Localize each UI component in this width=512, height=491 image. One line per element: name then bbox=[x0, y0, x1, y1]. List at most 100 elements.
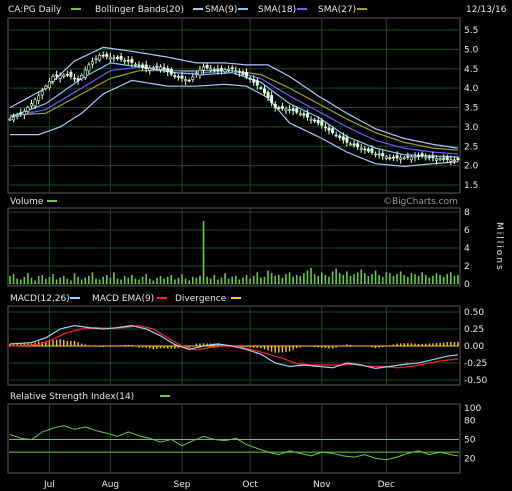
candle-body bbox=[363, 148, 367, 151]
candle-body bbox=[159, 66, 163, 70]
rsi-legend-swatch bbox=[160, 395, 170, 397]
candle-body bbox=[402, 157, 406, 160]
candle-body bbox=[166, 68, 170, 72]
candle-body bbox=[442, 157, 446, 160]
volume-bar bbox=[392, 275, 395, 284]
volume-bar bbox=[313, 274, 316, 284]
volume-bar bbox=[442, 276, 445, 284]
candle-body bbox=[180, 75, 184, 79]
volume-bar bbox=[378, 275, 380, 284]
volume-bars bbox=[9, 221, 459, 284]
volume-bar bbox=[435, 273, 438, 284]
volume-bar bbox=[317, 275, 320, 284]
candle-body bbox=[40, 90, 44, 96]
volume-bar bbox=[295, 275, 298, 284]
volume-bar bbox=[360, 269, 363, 284]
volume-bar bbox=[242, 277, 244, 284]
volume-bar bbox=[278, 275, 280, 284]
rsi-y-tick-label: 100 bbox=[464, 404, 481, 414]
candle-body bbox=[237, 71, 241, 73]
candle-body bbox=[288, 109, 292, 111]
candle-body bbox=[427, 156, 431, 159]
candle-body bbox=[370, 148, 374, 153]
volume-bar bbox=[453, 275, 456, 284]
volume-bar bbox=[199, 275, 201, 284]
volume-bar bbox=[335, 268, 337, 284]
candle-body bbox=[291, 108, 295, 112]
volume-bar bbox=[227, 278, 230, 284]
macd-ema-label: MACD EMA(9) bbox=[92, 294, 154, 304]
candle-body bbox=[395, 155, 399, 159]
candle-body bbox=[270, 95, 274, 103]
candle-body bbox=[266, 91, 270, 99]
candle-body bbox=[359, 147, 363, 150]
candle-body bbox=[388, 157, 392, 159]
x-tick-label: Jul bbox=[43, 480, 55, 490]
candle-body bbox=[302, 113, 306, 116]
volume-bar bbox=[163, 278, 165, 284]
price-y-tick-label: 5.5 bbox=[464, 26, 478, 36]
volume-bar bbox=[120, 279, 122, 284]
price-y-tick-label: 5.0 bbox=[464, 45, 479, 55]
volume-bar bbox=[238, 279, 241, 284]
candle-body bbox=[227, 68, 231, 71]
price-y-tick-label: 3.5 bbox=[464, 104, 478, 114]
candle-body bbox=[399, 157, 403, 160]
volume-bar bbox=[220, 277, 223, 284]
volume-bar bbox=[9, 275, 11, 284]
volume-bar bbox=[127, 277, 130, 284]
divergence-label: Divergence bbox=[175, 294, 227, 304]
candle-body bbox=[252, 79, 256, 83]
volume-bar bbox=[367, 275, 370, 284]
sma9-label: SMA(9) bbox=[205, 5, 237, 15]
volume-bar bbox=[66, 278, 69, 284]
volume-title: Volume bbox=[10, 197, 44, 207]
candle-body bbox=[374, 153, 378, 156]
macd-ema-legend-swatch bbox=[157, 297, 167, 299]
rsi-y-tick-label: 80 bbox=[464, 417, 476, 427]
candle-body bbox=[424, 156, 428, 159]
rsi-y-tick-label: 50 bbox=[464, 436, 476, 446]
candle-body bbox=[391, 156, 395, 159]
candle-body bbox=[47, 81, 51, 89]
x-tick-label: Dec bbox=[378, 480, 395, 490]
volume-bar bbox=[202, 221, 205, 284]
candle-body bbox=[320, 120, 324, 126]
price-y-axis: 5.5 5.0 4.5 4.0 3.5 3.0 2.5 2.0 1.5 bbox=[464, 26, 479, 191]
price-y-tick-label: 1.5 bbox=[464, 181, 478, 191]
volume-bar bbox=[446, 274, 449, 284]
volume-bar bbox=[84, 277, 87, 284]
bollinger-upper-line bbox=[9, 46, 459, 149]
volume-panel-frame bbox=[7, 207, 461, 287]
candle-body bbox=[366, 148, 370, 152]
volume-bar bbox=[70, 280, 72, 284]
volume-bar bbox=[23, 276, 26, 284]
bollinger-legend-swatch bbox=[193, 8, 203, 10]
volume-bar bbox=[353, 274, 355, 284]
volume-bar bbox=[159, 275, 162, 284]
candle-body bbox=[209, 68, 213, 71]
price-panel-frame bbox=[7, 17, 461, 194]
candle-body bbox=[26, 107, 30, 112]
volume-bar bbox=[109, 277, 112, 284]
volume-bar bbox=[349, 275, 352, 284]
volume-bar bbox=[260, 277, 262, 284]
candle-body bbox=[241, 71, 245, 75]
volume-bar bbox=[195, 277, 198, 284]
candle-body bbox=[331, 128, 335, 133]
candle-body bbox=[80, 74, 84, 80]
candle-body bbox=[198, 69, 202, 76]
candle-body bbox=[223, 69, 227, 73]
candle-body bbox=[119, 56, 123, 60]
volume-bar bbox=[77, 276, 79, 284]
candle-body bbox=[58, 75, 62, 79]
volume-bar bbox=[148, 278, 151, 284]
candle-body bbox=[284, 108, 288, 112]
candle-body bbox=[417, 155, 421, 157]
candle-body bbox=[144, 64, 148, 70]
price-series bbox=[8, 46, 460, 168]
volume-bar bbox=[123, 275, 126, 284]
bigcharts-watermark: ©BigCharts.com bbox=[383, 197, 458, 207]
sma27-legend-swatch bbox=[357, 8, 367, 10]
